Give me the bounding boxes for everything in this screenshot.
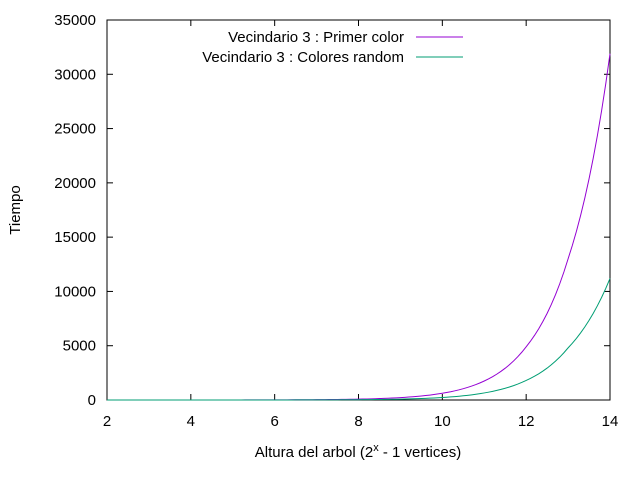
y-tick-label: 15000 [54,229,96,246]
y-tick-label: 20000 [54,175,96,192]
x-tick-label: 4 [187,413,195,430]
x-tick-label: 6 [270,413,278,430]
x-axis-label: Altura del arbol (2x - 1 vertices) [255,442,461,461]
x-axis-label-main: Altura del arbol (2 [255,444,373,461]
x-tick-label: 10 [434,413,451,430]
x-tick-label: 8 [354,413,362,430]
axis-ticks: 2 4 6 8 10 12 14 0 5000 10000 15000 20000 25000 30000… [54,12,618,430]
legend-label-1: Vecindario 3 : Primer color [228,29,404,46]
series-line-2 [107,278,611,401]
y-tick-label: 35000 [54,12,96,29]
legend-label-2: Vecindario 3 : Colores random [202,49,404,66]
legend: Vecindario 3 : Primer color Vecindario 3 … [202,29,463,66]
y-tick-label: 25000 [54,121,96,138]
x-axis-label-superscript: x [373,442,379,454]
y-tick-label: 5000 [63,338,96,355]
y-tick-label: 10000 [54,283,96,300]
x-tick-label: 12 [518,413,535,430]
plot-frame [106,19,611,401]
y-axis-label: Tiempo [7,185,24,234]
x-tick-label: 14 [602,413,619,430]
y-tick-label: 0 [88,392,96,409]
series-line-1 [107,53,611,401]
series-lines [107,53,611,401]
y-tick-label: 30000 [54,66,96,83]
x-tick-label: 2 [103,413,111,430]
x-axis-label-tail: - 1 vertices) [379,444,462,461]
